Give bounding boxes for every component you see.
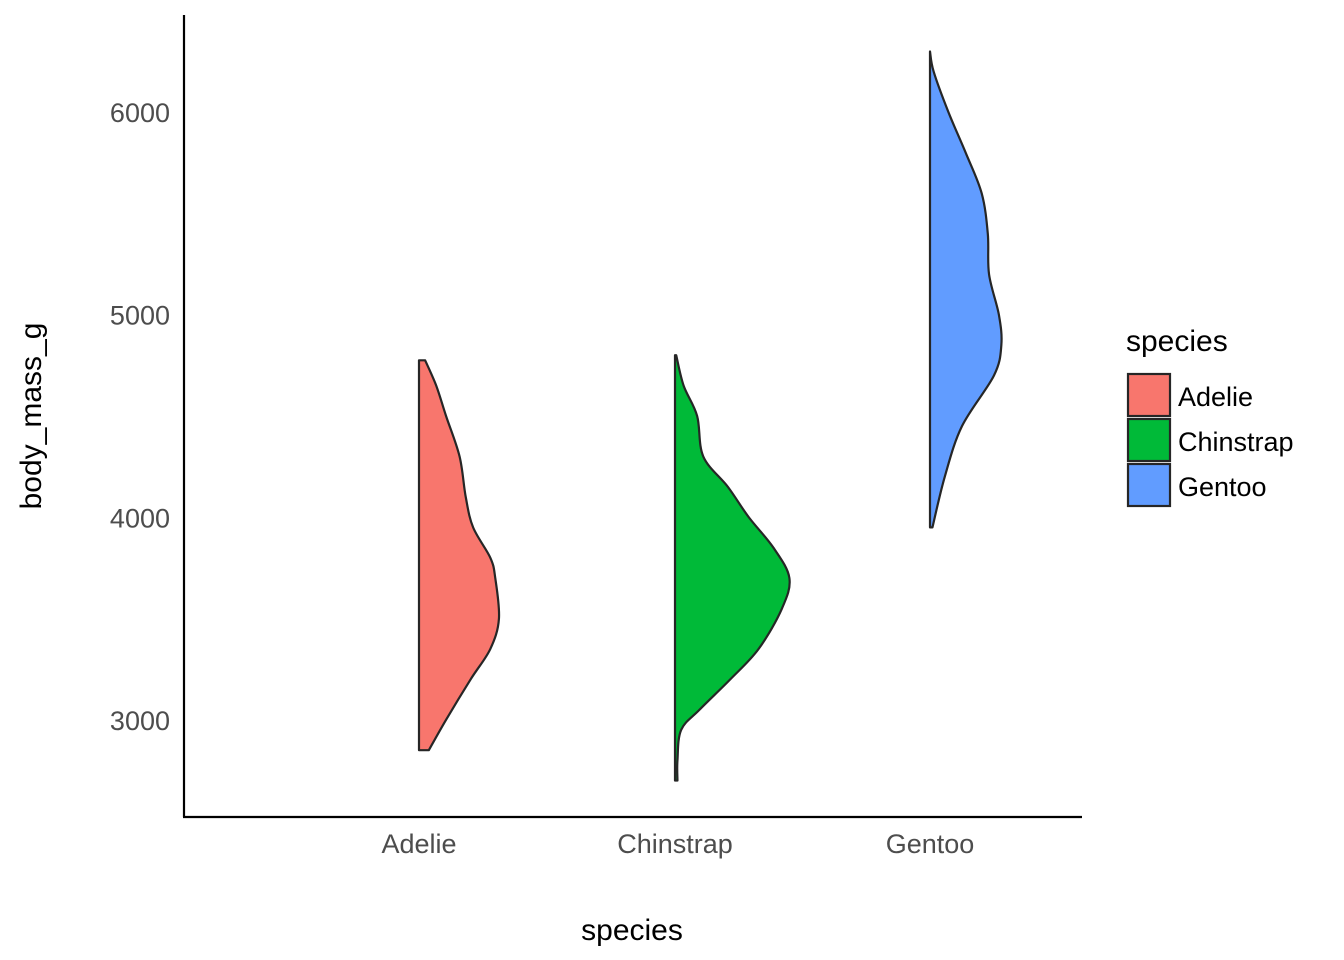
y-tick-label: 4000	[110, 503, 170, 533]
legend-key-chinstrap	[1126, 417, 1172, 463]
legend-label-adelie: Adelie	[1178, 382, 1253, 412]
axes	[182, 15, 1082, 819]
plot-area	[417, 50, 1003, 782]
violin-gentoo	[928, 50, 1003, 529]
tick-labels: 3000 4000 5000 6000 Adelie Chinstrap Gentoo	[110, 98, 974, 859]
x-axis-title: species	[581, 914, 683, 947]
x-tick-label: Chinstrap	[617, 829, 733, 859]
y-tick-label: 3000	[110, 706, 170, 736]
legend: species Adelie Chinstrap Gentoo	[1126, 325, 1294, 508]
violin-chinstrap	[673, 354, 791, 782]
legend-key-adelie	[1126, 372, 1172, 418]
legend-title: species	[1126, 325, 1228, 358]
y-tick-label: 5000	[110, 301, 170, 331]
legend-label-gentoo: Gentoo	[1178, 472, 1267, 502]
violin-adelie	[417, 359, 501, 752]
legend-label-chinstrap: Chinstrap	[1178, 427, 1294, 457]
y-axis-title: body_mass_g	[15, 323, 48, 510]
legend-key-gentoo	[1126, 462, 1172, 508]
y-tick-label: 6000	[110, 98, 170, 128]
x-tick-label: Gentoo	[886, 829, 975, 859]
x-tick-label: Adelie	[381, 829, 456, 859]
